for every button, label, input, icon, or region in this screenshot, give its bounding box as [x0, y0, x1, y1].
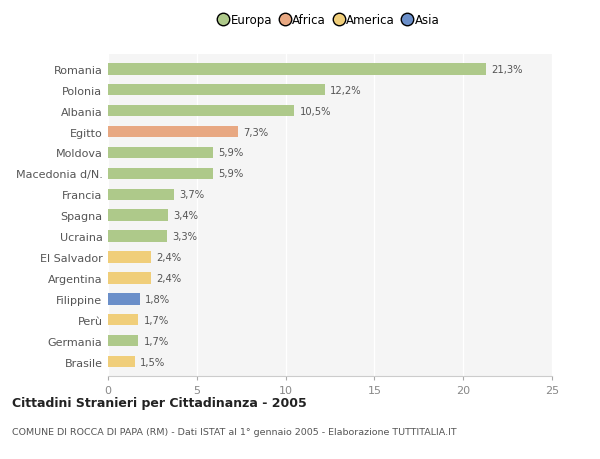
- Text: 1,7%: 1,7%: [143, 315, 169, 325]
- Text: 10,5%: 10,5%: [300, 106, 331, 117]
- Bar: [108, 335, 138, 347]
- Text: 3,7%: 3,7%: [179, 190, 204, 200]
- Bar: [108, 293, 140, 305]
- Bar: [108, 189, 174, 201]
- Text: 3,4%: 3,4%: [174, 211, 199, 221]
- Bar: [108, 106, 295, 117]
- Bar: [108, 64, 486, 75]
- Bar: [108, 231, 167, 242]
- Text: 1,7%: 1,7%: [143, 336, 169, 346]
- Text: 5,9%: 5,9%: [218, 148, 244, 158]
- Bar: [108, 273, 151, 284]
- Text: Cittadini Stranieri per Cittadinanza - 2005: Cittadini Stranieri per Cittadinanza - 2…: [12, 396, 307, 409]
- Bar: [108, 85, 325, 96]
- Text: 21,3%: 21,3%: [491, 65, 523, 75]
- Text: 3,3%: 3,3%: [172, 232, 197, 241]
- Text: 2,4%: 2,4%: [156, 273, 181, 283]
- Bar: [108, 168, 213, 180]
- Legend: Europa, Africa, America, Asia: Europa, Africa, America, Asia: [215, 10, 445, 32]
- Text: 7,3%: 7,3%: [243, 127, 268, 137]
- Text: 5,9%: 5,9%: [218, 169, 244, 179]
- Bar: [108, 356, 134, 368]
- Bar: [108, 127, 238, 138]
- Text: 12,2%: 12,2%: [330, 85, 362, 95]
- Text: 1,8%: 1,8%: [145, 294, 170, 304]
- Bar: [108, 314, 138, 326]
- Bar: [108, 252, 151, 263]
- Text: 2,4%: 2,4%: [156, 252, 181, 263]
- Text: 1,5%: 1,5%: [140, 357, 165, 367]
- Text: COMUNE DI ROCCA DI PAPA (RM) - Dati ISTAT al 1° gennaio 2005 - Elaborazione TUTT: COMUNE DI ROCCA DI PAPA (RM) - Dati ISTA…: [12, 427, 457, 436]
- Bar: [108, 147, 213, 159]
- Bar: [108, 210, 169, 222]
